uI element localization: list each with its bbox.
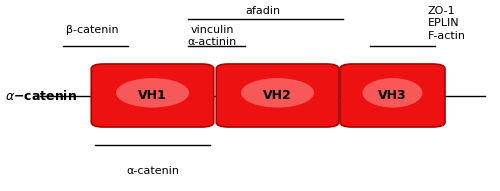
FancyBboxPatch shape xyxy=(340,64,445,127)
Text: VH2: VH2 xyxy=(263,89,292,102)
Text: vinculin
α-actinin: vinculin α-actinin xyxy=(188,25,237,47)
FancyBboxPatch shape xyxy=(91,64,214,127)
Text: ZO-1
EPLIN
F-actin: ZO-1 EPLIN F-actin xyxy=(428,6,466,40)
Ellipse shape xyxy=(362,78,422,108)
Text: β-catenin: β-catenin xyxy=(66,25,119,35)
Text: VH1: VH1 xyxy=(138,89,167,102)
Text: $\alpha$$\bf{-catenin}$: $\alpha$$\bf{-catenin}$ xyxy=(5,88,77,103)
Text: α-catenin: α-catenin xyxy=(126,166,179,176)
Text: VH3: VH3 xyxy=(378,89,407,102)
FancyBboxPatch shape xyxy=(216,64,339,127)
Text: afadin: afadin xyxy=(245,6,280,16)
Ellipse shape xyxy=(241,78,314,108)
Ellipse shape xyxy=(116,78,189,108)
